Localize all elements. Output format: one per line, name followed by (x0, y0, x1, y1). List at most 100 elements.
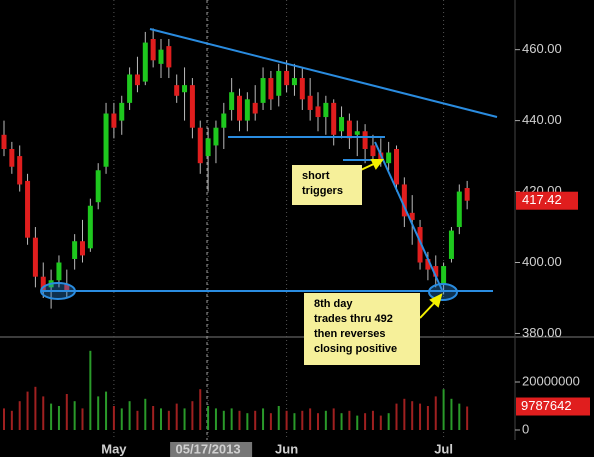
volume-bar (152, 406, 155, 430)
candle-body (40, 276, 46, 291)
volume-bar (269, 413, 272, 430)
candle-body (276, 70, 282, 96)
volume-bar (50, 403, 53, 430)
volume-bar (442, 389, 445, 430)
annotations: short triggers 8th day trades thru 492 then … (292, 165, 420, 365)
volume-bar (160, 408, 162, 430)
volume-bar (199, 389, 202, 430)
annotation-text: closing positive (314, 343, 397, 355)
volume-bar (34, 386, 37, 430)
volume-bar (340, 413, 343, 430)
candle-body (229, 92, 235, 110)
candle-body (464, 188, 470, 201)
volume-bar (293, 413, 296, 430)
volume-bar (207, 406, 210, 430)
y-tick-label: 400.00 (522, 254, 562, 269)
volume-bar (222, 410, 225, 430)
volume-bar (309, 408, 312, 430)
volume-bar (348, 410, 351, 430)
candle-body (362, 131, 368, 149)
candle-body (260, 78, 266, 103)
volume-bar (371, 410, 374, 430)
annotation-box (292, 165, 362, 205)
candle-body (331, 102, 337, 135)
annotation-text: then reverses (314, 328, 386, 340)
volume-bar (466, 406, 469, 430)
candle-body (197, 127, 203, 164)
x-tick-label: May (101, 441, 127, 456)
volume-bar (426, 406, 429, 430)
crosshair-label-bg (170, 442, 253, 457)
volume-bar (167, 410, 170, 430)
volume-bar (419, 403, 422, 430)
candle-body (182, 85, 188, 93)
arrow-head (429, 293, 443, 308)
volume-bar (403, 398, 406, 430)
volume-bar (262, 408, 265, 430)
candle-body (64, 283, 70, 291)
last-price-bg (516, 191, 578, 210)
candle-body (417, 227, 423, 263)
y-tick-label: 20000000 (522, 373, 580, 388)
candle-body (174, 85, 180, 96)
volume-bar (81, 408, 84, 430)
annotation-box (304, 293, 420, 365)
last-volume-bg (516, 397, 590, 416)
candle-body (119, 102, 125, 121)
candle-body (284, 70, 290, 86)
volume-bar (112, 406, 115, 430)
candle-body (103, 113, 109, 167)
candle-body (315, 106, 321, 118)
candle-body (142, 42, 148, 82)
annotation-text: short (302, 170, 330, 182)
candle-body (307, 95, 313, 110)
volume-bar (42, 396, 45, 430)
y-tick-label: 380.00 (522, 325, 562, 340)
last-price-label: 417.42 (522, 192, 562, 207)
volume-bar (89, 350, 92, 430)
annotation-text: 8th day (314, 298, 353, 310)
volume-bar (105, 391, 108, 430)
candle-body (9, 148, 15, 167)
trend-line (374, 141, 443, 291)
candle-body (323, 102, 329, 118)
volume-bar (128, 401, 131, 430)
x-tick-label: Jun (275, 441, 298, 456)
volume-bar (3, 408, 5, 430)
candle-body (370, 145, 376, 157)
x-tick-label: Jul (434, 441, 453, 456)
candle-body (213, 127, 219, 146)
candle-body (134, 74, 140, 86)
volume-bar (120, 408, 123, 430)
candle-body (346, 120, 352, 139)
volume-bar (230, 408, 233, 430)
volume-bar (434, 396, 437, 430)
volume-bar (214, 408, 217, 430)
volume-bar (301, 410, 304, 430)
volume-bar (387, 413, 390, 430)
candle-body (205, 138, 211, 157)
candle-body (158, 49, 164, 64)
candle-body (268, 78, 274, 100)
candle-body (87, 205, 93, 249)
y-tick-label: 440.00 (522, 112, 562, 127)
volume-bar (246, 413, 249, 430)
volume-bar (450, 398, 453, 430)
volume-bar (26, 391, 29, 430)
volume-bar (395, 403, 398, 430)
candle-body (244, 99, 250, 121)
candle-body (166, 46, 172, 68)
candle-body (401, 184, 407, 217)
volume-bar (332, 408, 335, 430)
trend-line (149, 28, 498, 118)
candle-body (339, 117, 345, 132)
volume-bar (364, 413, 367, 430)
candle-body (448, 230, 454, 259)
x-tick-label: 05/17/2013 (176, 441, 241, 456)
candle-body (17, 156, 23, 185)
volume-bar (65, 394, 68, 430)
volume-bar (324, 410, 327, 430)
volume-bar (285, 410, 288, 430)
